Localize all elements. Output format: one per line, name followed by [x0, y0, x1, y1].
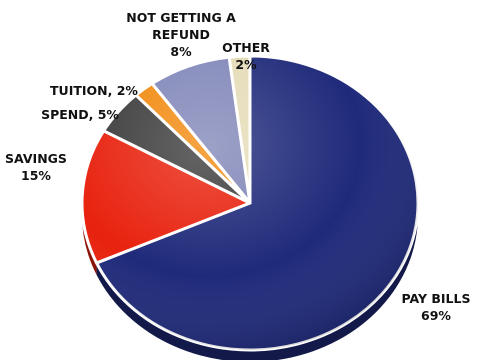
- pie-slice-label: SAVINGS 15%: [5, 151, 67, 183]
- pie-slice-label: NOT GETTING A REFUND 8%: [126, 10, 236, 59]
- pie-slice-label: PAY BILLS 69%: [401, 291, 470, 323]
- pie-slice-label: OTHER 2%: [222, 40, 270, 72]
- pie-slice-label: SPEND, 5%: [41, 107, 119, 122]
- pie-slices-layer: [80, 54, 420, 352]
- pie-slice-label: TUITION, 2%: [50, 83, 138, 98]
- pie-labels-layer: PAY BILLS 69% SAVINGS 15% SPEND, 5% TUITION, …: [5, 10, 470, 323]
